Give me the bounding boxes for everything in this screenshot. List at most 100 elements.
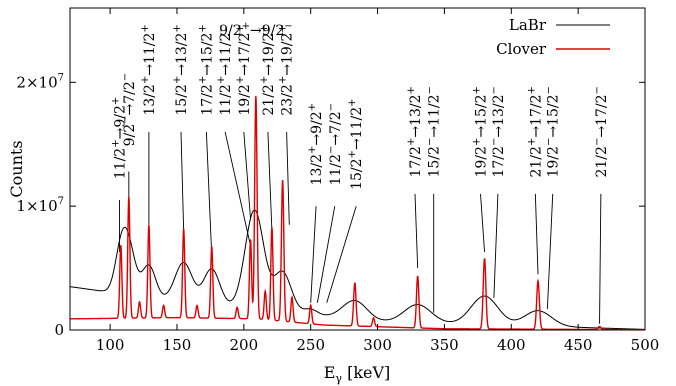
transition-text: 9/2 — [113, 105, 129, 128]
y-tick-label: 0 — [54, 321, 64, 339]
transition-text: 17/2 — [528, 94, 544, 125]
transition-text: 7/2 — [328, 111, 344, 134]
transition-text: → — [142, 64, 158, 76]
transition-text: → — [328, 134, 344, 146]
parity-superscript: − — [284, 21, 292, 32]
parity-superscript: − — [489, 86, 500, 94]
parity-superscript: + — [197, 76, 208, 84]
peak-label: 17/2−→13/2− — [489, 86, 507, 177]
legend-label-labr: LaBr — [509, 16, 547, 34]
parity-superscript: − — [326, 146, 337, 154]
peak-label: 11/2−→7/2− — [326, 103, 344, 186]
annotation-leader-line — [205, 131, 213, 256]
x-axis-title-main: E — [324, 363, 336, 382]
legend: LaBr Clover — [450, 14, 640, 66]
transition-text: 19/2 — [546, 146, 562, 177]
peak-annotations: 11/2+→9/2+9/2−→7/2−13/2+→11/2+15/2+→13/2… — [111, 21, 610, 324]
x-axis-title: Eγ [keV] — [324, 363, 391, 385]
parity-superscript: + — [111, 139, 122, 147]
peak-label: 17/2+→13/2+ — [406, 86, 424, 177]
transition-text: 11/2 — [113, 148, 129, 179]
transition-text: 13/2 — [142, 84, 158, 115]
peak-label: 19/2+→15/2+ — [472, 86, 490, 177]
parity-superscript: + — [526, 86, 537, 94]
parity-superscript: + — [140, 24, 151, 32]
plot-area — [69, 95, 646, 331]
transition-text: → — [474, 126, 490, 138]
peak-label: 17/2+→15/2+ — [197, 24, 215, 115]
parity-superscript: − — [489, 138, 500, 146]
transition-text: → — [491, 126, 507, 138]
parity-superscript: + — [172, 76, 183, 84]
transition-text: 13/2 — [309, 154, 325, 185]
transition-text: → — [174, 64, 190, 76]
transition-text: → — [237, 64, 253, 76]
x-tick-label: 450 — [564, 336, 593, 354]
parity-superscript: + — [216, 76, 227, 84]
annotation-leader-line — [286, 131, 290, 225]
peak-label: 23/2+→19/2+ — [278, 24, 296, 115]
annotation-leader-line — [534, 193, 539, 275]
parity-superscript: + — [259, 76, 270, 84]
parity-superscript: − — [592, 138, 603, 146]
transition-text: 21/2 — [528, 146, 544, 177]
transition-text: 15/2 — [199, 33, 215, 64]
transition-text: → — [546, 126, 562, 138]
transition-text: 15/2 — [349, 158, 365, 189]
parity-superscript: + — [406, 86, 417, 94]
transition-text: 19/2 — [474, 146, 490, 177]
transition-text: 17/2 — [237, 33, 253, 64]
series-line-labr — [69, 209, 646, 330]
peak-label: 9/2+→9/2− — [219, 21, 293, 39]
transition-text: 11/2 — [218, 33, 234, 64]
x-tick-label: 150 — [163, 336, 192, 354]
parity-superscript: + — [472, 138, 483, 146]
x-tick-label: 200 — [230, 336, 259, 354]
transition-text: → — [280, 64, 296, 76]
transition-text: 19/2 — [261, 33, 277, 64]
transition-text: 15/2 — [546, 94, 562, 125]
peak-label: 21/2−→17/2− — [592, 86, 610, 177]
transition-text: → — [528, 126, 544, 138]
transition-text: → — [122, 103, 138, 115]
annotation-leader-line — [493, 193, 499, 298]
peak-label: 11/2+→11/2− — [216, 24, 234, 115]
parity-superscript: + — [197, 24, 208, 32]
y-tick-exponent: 7 — [58, 196, 64, 207]
peak-label: 15/2+→13/2+ — [172, 24, 190, 115]
x-tick-label: 250 — [296, 336, 325, 354]
transition-text: 9/2 — [262, 23, 285, 39]
transition-text: 17/2 — [199, 84, 215, 115]
y-tick-label: 1×107 — [16, 196, 64, 215]
parity-superscript: − — [326, 103, 337, 111]
parity-superscript: + — [278, 24, 289, 32]
parity-superscript: − — [425, 138, 436, 146]
parity-superscript: − — [425, 86, 436, 94]
transition-text: 11/2 — [328, 154, 344, 185]
annotation-leader-line — [599, 193, 602, 324]
transition-text: → — [218, 64, 234, 76]
y-tick-label: 2×107 — [16, 72, 64, 91]
x-tick-label: 350 — [430, 336, 459, 354]
transition-text: 11/2 — [218, 84, 234, 115]
parity-superscript: − — [544, 86, 555, 94]
transition-text: 19/2 — [237, 84, 253, 115]
transition-text: 13/2 — [408, 94, 424, 125]
transition-text: 11/2 — [142, 33, 158, 64]
parity-superscript: + — [259, 24, 270, 32]
parity-superscript: + — [278, 76, 289, 84]
annotation-leader-line — [316, 206, 336, 303]
transition-text: 19/2 — [280, 33, 296, 64]
x-axis-title-subscript: γ — [335, 372, 342, 385]
parity-superscript: − — [120, 73, 131, 81]
peak-label: 19/2+→17/2+ — [235, 24, 253, 115]
transition-text: 11/2 — [349, 107, 365, 138]
parity-superscript: − — [216, 24, 227, 32]
transition-text: 7/2 — [122, 81, 138, 104]
parity-superscript: + — [172, 24, 183, 32]
transition-text: 23/2 — [280, 84, 296, 115]
annotation-leader-line — [224, 131, 251, 246]
transition-text: 9/2 — [122, 124, 138, 147]
parity-superscript: + — [472, 86, 483, 94]
transition-text: 17/2 — [491, 146, 507, 177]
